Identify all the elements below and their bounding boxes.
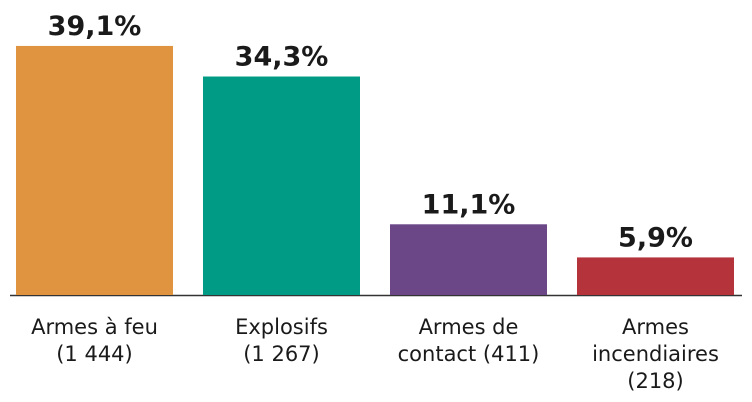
category-label: Armes incendiaires (218) <box>592 315 719 393</box>
category-line: contact (411) <box>398 342 540 366</box>
value-label: 11,1% <box>422 189 516 220</box>
value-label: 34,3% <box>235 42 329 73</box>
category-label: Armes de contact (411) <box>398 315 540 366</box>
value-label: 5,9% <box>618 222 693 253</box>
category-label: Explosifs (1 267) <box>235 315 328 366</box>
bar <box>16 45 173 295</box>
bar <box>577 257 734 295</box>
category-line: Explosifs <box>235 315 328 339</box>
category-line: (1 444) <box>56 342 133 366</box>
category-line: incendiaires <box>592 342 719 366</box>
bar <box>203 76 360 295</box>
category-line: (218) <box>627 369 683 393</box>
value-label: 39,1% <box>48 11 142 42</box>
category-line: Armes <box>622 315 689 339</box>
category-label: Armes à feu (1 444) <box>31 315 158 366</box>
bar <box>390 224 547 295</box>
category-line: (1 267) <box>243 342 320 366</box>
category-line: Armes de <box>419 315 519 339</box>
category-line: Armes à feu <box>31 315 158 339</box>
